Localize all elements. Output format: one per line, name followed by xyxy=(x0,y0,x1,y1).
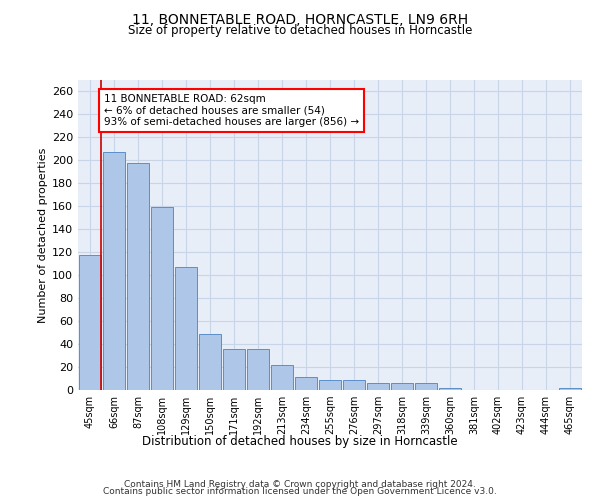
Bar xyxy=(223,348,245,390)
Y-axis label: Number of detached properties: Number of detached properties xyxy=(38,148,48,322)
Text: Size of property relative to detached houses in Horncastle: Size of property relative to detached ho… xyxy=(128,24,472,37)
Bar xyxy=(127,162,149,390)
Bar xyxy=(367,383,389,390)
Bar xyxy=(439,388,461,390)
Text: Distribution of detached houses by size in Horncastle: Distribution of detached houses by size … xyxy=(142,435,458,448)
Bar xyxy=(295,378,317,390)
Bar xyxy=(247,348,269,390)
Bar xyxy=(103,152,125,390)
Text: Contains HM Land Registry data © Crown copyright and database right 2024.: Contains HM Land Registry data © Crown c… xyxy=(124,480,476,489)
Bar xyxy=(343,380,365,390)
Bar xyxy=(199,334,221,390)
Bar xyxy=(415,383,437,390)
Text: 11 BONNETABLE ROAD: 62sqm
← 6% of detached houses are smaller (54)
93% of semi-d: 11 BONNETABLE ROAD: 62sqm ← 6% of detach… xyxy=(104,94,359,127)
Bar xyxy=(79,254,101,390)
Bar xyxy=(175,267,197,390)
Bar xyxy=(151,208,173,390)
Bar xyxy=(559,388,581,390)
Bar xyxy=(319,380,341,390)
Bar xyxy=(391,383,413,390)
Text: 11, BONNETABLE ROAD, HORNCASTLE, LN9 6RH: 11, BONNETABLE ROAD, HORNCASTLE, LN9 6RH xyxy=(132,12,468,26)
Bar xyxy=(271,364,293,390)
Text: Contains public sector information licensed under the Open Government Licence v3: Contains public sector information licen… xyxy=(103,488,497,496)
